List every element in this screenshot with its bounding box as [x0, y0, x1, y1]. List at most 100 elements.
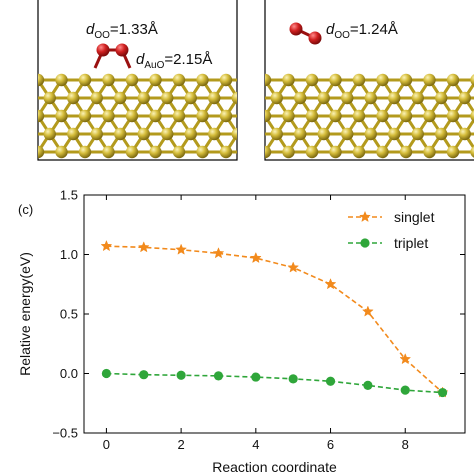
gold-atom: [270, 127, 283, 141]
singlet-point: [212, 247, 225, 259]
gold-atom: [470, 146, 474, 158]
gold-atom: [114, 127, 127, 141]
oxygen-atom: [96, 43, 110, 57]
gold-atom: [55, 73, 68, 87]
gold-atom: [388, 91, 401, 105]
gold-atom: [329, 145, 342, 159]
gold-atom: [399, 109, 413, 123]
au-bond: [265, 116, 267, 119]
doo-symbol-b: d: [326, 21, 335, 38]
gold-atom: [399, 145, 413, 159]
gold-atom: [184, 127, 197, 141]
o2-molecule-a: [93, 43, 132, 69]
gold-atom: [282, 109, 295, 123]
gold-atom: [364, 91, 377, 105]
gold-atom: [196, 145, 209, 159]
gold-atom: [435, 91, 448, 105]
gold-atom: [265, 109, 272, 123]
doo-sub-b: OO: [334, 30, 350, 41]
gold-atom: [247, 128, 259, 140]
gold-atom: [423, 145, 436, 159]
triplet-point: [360, 238, 370, 248]
gold-atom: [423, 73, 436, 87]
gold-atom: [219, 73, 233, 87]
au-bond: [38, 116, 40, 119]
gold-atom: [458, 91, 471, 105]
gold-atom: [458, 127, 471, 141]
au-bond: [242, 116, 254, 134]
gold-atom: [67, 127, 80, 141]
gold-atom: [446, 73, 460, 87]
gold-atom: [149, 109, 162, 123]
triplet-point: [251, 372, 261, 382]
gold-atom: [208, 91, 221, 105]
singlet-point: [100, 239, 113, 252]
gold-atom: [247, 92, 259, 104]
x-axis-label: Reaction coordinate: [212, 459, 337, 474]
gold-atom: [102, 145, 115, 159]
gold-atom: [352, 145, 366, 159]
gold-atom: [341, 127, 354, 141]
gold-atom: [341, 91, 354, 105]
gold-atom: [388, 127, 401, 141]
au-bond: [236, 98, 237, 100]
gold-atom: [90, 91, 103, 105]
gold-atom: [43, 91, 56, 105]
singlet-point: [362, 305, 374, 317]
gold-atom: [294, 91, 307, 105]
y-tick-label: 1.0: [60, 247, 78, 262]
gold-atom: [470, 74, 474, 86]
gold-atom: [265, 73, 272, 87]
gold-atom: [196, 73, 209, 87]
gold-atom: [399, 73, 413, 87]
doo-value-a: =1.33Å: [110, 21, 158, 38]
gold-atom: [78, 109, 92, 123]
gold-atom: [364, 127, 377, 141]
triplet-point: [139, 370, 149, 380]
gold-atom: [208, 127, 221, 141]
au-bond: [38, 149, 40, 152]
triplet-point: [325, 376, 336, 386]
dauo-label: dAuO=2.15Å: [136, 51, 212, 71]
x-tick-label: 2: [178, 437, 185, 452]
au-bond: [15, 80, 27, 98]
dauo-symbol: d: [136, 51, 145, 68]
singlet-line: [106, 245, 444, 394]
gold-atom: [55, 145, 68, 159]
gold-atom: [243, 146, 255, 158]
singlet-point: [359, 210, 371, 222]
triplet-point: [400, 385, 410, 395]
y-tick-label: 0.5: [60, 307, 78, 322]
legend-label: singlet: [394, 209, 435, 225]
gold-atom: [8, 74, 20, 86]
gold-slab-a: [8, 73, 255, 159]
gold-atom: [352, 109, 366, 123]
au-bond: [242, 80, 254, 98]
gold-atom: [102, 73, 115, 87]
legend: singlet triplet: [348, 209, 435, 251]
triplet-point: [213, 371, 224, 381]
legend-entry: triplet: [348, 235, 428, 251]
singlet-point: [399, 353, 412, 365]
au-bond: [38, 113, 40, 116]
gold-atom: [78, 73, 92, 87]
legend-label: triplet: [394, 235, 428, 251]
gold-atom: [161, 127, 174, 141]
gold-atom: [196, 109, 209, 123]
x-tick-label: 6: [327, 437, 334, 452]
gold-atom: [78, 145, 92, 159]
triplet-series: [101, 368, 448, 398]
gold-atom: [270, 91, 283, 105]
structure-panel-b: dOO=1.24Å: [242, 0, 474, 161]
series-layer: [100, 239, 449, 398]
gold-atom: [282, 145, 295, 159]
triplet-point: [437, 387, 448, 398]
gold-atom: [137, 91, 150, 105]
gold-atom: [219, 145, 233, 159]
y-tick-label: 0.0: [60, 366, 78, 381]
gold-atom: [20, 92, 32, 104]
gold-atom: [317, 91, 330, 105]
au-bond: [15, 98, 27, 116]
oxygen-atom: [308, 31, 322, 45]
gold-atom: [435, 127, 448, 141]
